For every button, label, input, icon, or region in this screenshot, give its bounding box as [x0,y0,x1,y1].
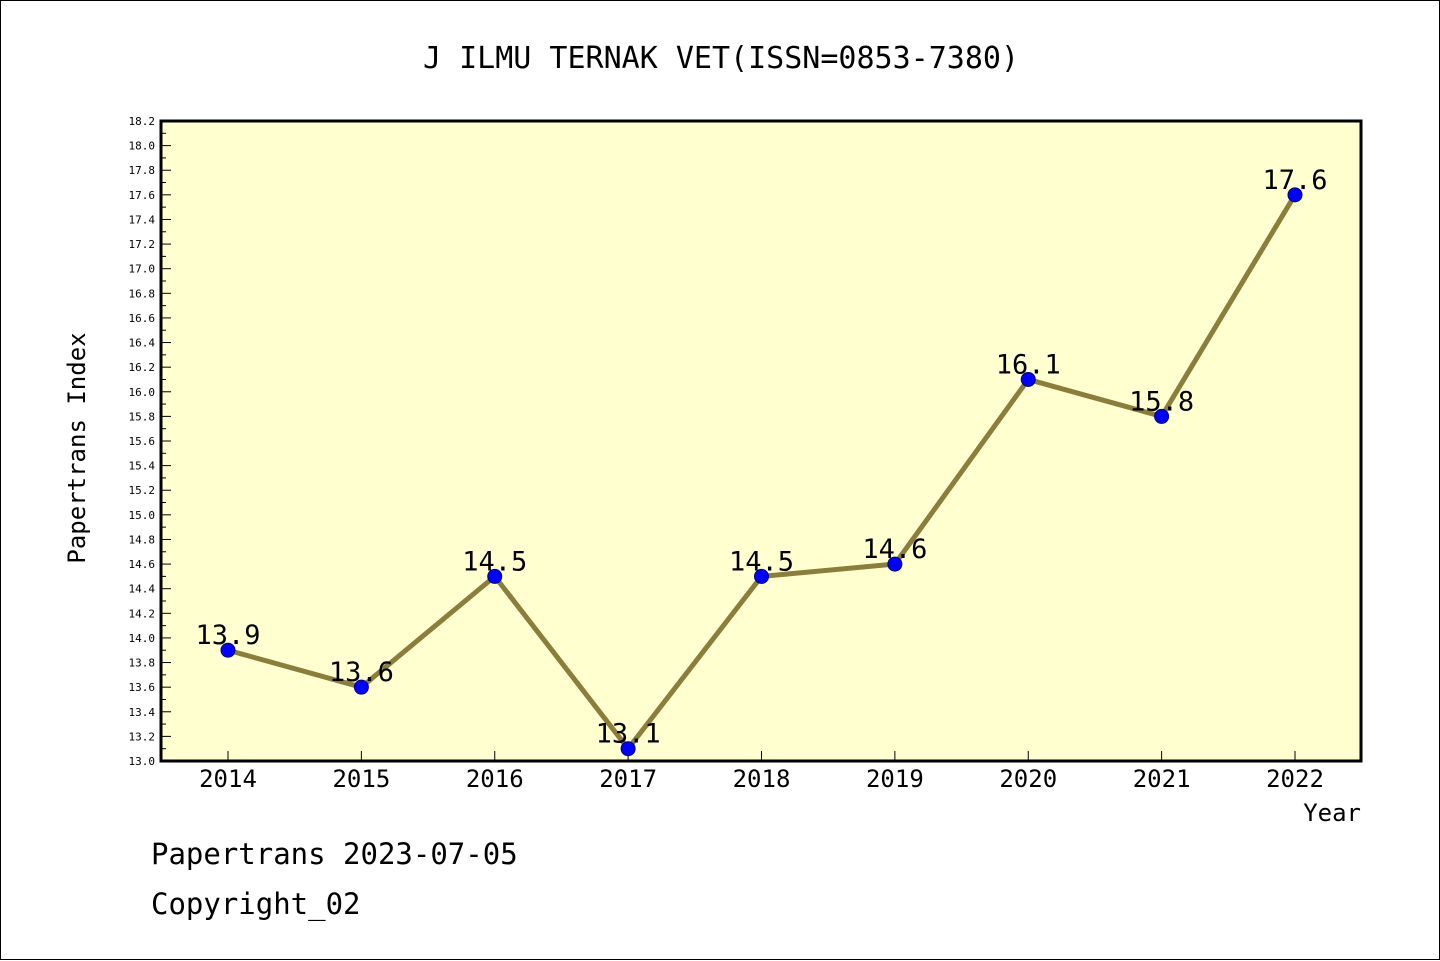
y-tick-label: 16.2 [129,361,156,374]
data-point [1287,187,1303,203]
data-label: 14.5 [729,546,794,577]
data-point [887,556,903,572]
data-label: 17.6 [1262,165,1327,196]
plot-area [159,119,1363,763]
y-tick-label: 17.0 [129,263,156,276]
data-point [487,568,503,584]
x-tick-label: 2021 [1133,765,1191,793]
x-tick-label: 2019 [866,765,924,793]
x-tick-label: 2022 [1266,765,1324,793]
x-axis: 2014 2015 2016 2017 2018 2019 2020 2021 2022 [199,751,1324,793]
y-tick-label: 16.8 [129,287,156,300]
data-point [220,642,236,658]
data-label: 13.9 [195,620,260,651]
footer-date-line: Papertrans 2023-07-05 [151,837,518,871]
data-label: 14.6 [862,534,927,565]
y-tick-label: 15.8 [129,410,156,423]
data-label: 13.1 [596,719,661,750]
data-label: 16.1 [996,349,1061,380]
y-tick-label: 17.8 [129,164,156,177]
y-tick-label: 14.4 [129,583,156,596]
data-point [1154,408,1170,424]
y-tick-label: 17.2 [129,238,156,251]
y-tick-label: 16.6 [129,312,156,325]
x-tick-label: 2018 [733,765,791,793]
x-tick-label: 2017 [599,765,657,793]
y-tick-label: 15.4 [129,460,156,473]
x-tick-label: 2014 [199,765,257,793]
y-tick-label: 17.6 [129,189,156,202]
y-tick-label: 15.2 [129,484,156,497]
data-label: 13.6 [329,657,394,688]
y-axis-label: Papertrans Index [63,332,91,563]
y-axis: 13.0 13.2 13.4 13.6 13.8 14.0 14.2 14.4 14.6 14.8… [129,115,171,768]
data-label: 14.5 [462,546,527,577]
y-tick-label: 14.6 [129,558,156,571]
y-tick-label: 15.0 [129,509,156,522]
chart-title: J ILMU TERNAK VET(ISSN=0853-7380) [423,41,1019,76]
data-point [754,568,769,584]
y-tick-label: 18.0 [129,140,156,153]
x-tick-label: 2016 [466,765,524,793]
y-tick-label: 17.4 [129,213,156,226]
data-point [353,679,369,695]
x-axis-label: Year [1303,799,1361,827]
y-tick-label: 18.2 [129,115,156,128]
y-tick-label: 13.2 [129,730,156,743]
data-point [1020,371,1036,387]
footer-copyright-line: Copyright_02 [151,887,361,921]
y-tick-label: 16.4 [129,337,156,350]
y-tick-label: 15.6 [129,435,156,448]
x-tick-label: 2020 [999,765,1057,793]
y-tick-label: 16.0 [129,386,156,399]
data-label: 15.8 [1129,386,1194,417]
data-point [620,741,636,757]
series-layer: 13.9 13.6 14.5 13.1 14.5 14.6 16.1 15.8 17.6 [195,165,1328,757]
y-tick-label: 13.8 [129,657,156,670]
y-tick-label: 14.8 [129,533,156,546]
y-tick-label: 14.2 [129,607,156,620]
y-tick-label: 13.0 [129,755,156,768]
y-tick-label: 13.6 [129,681,156,694]
y-tick-label: 14.0 [129,632,156,645]
y-tick-label: 13.4 [129,706,156,719]
x-tick-label: 2015 [332,765,390,793]
